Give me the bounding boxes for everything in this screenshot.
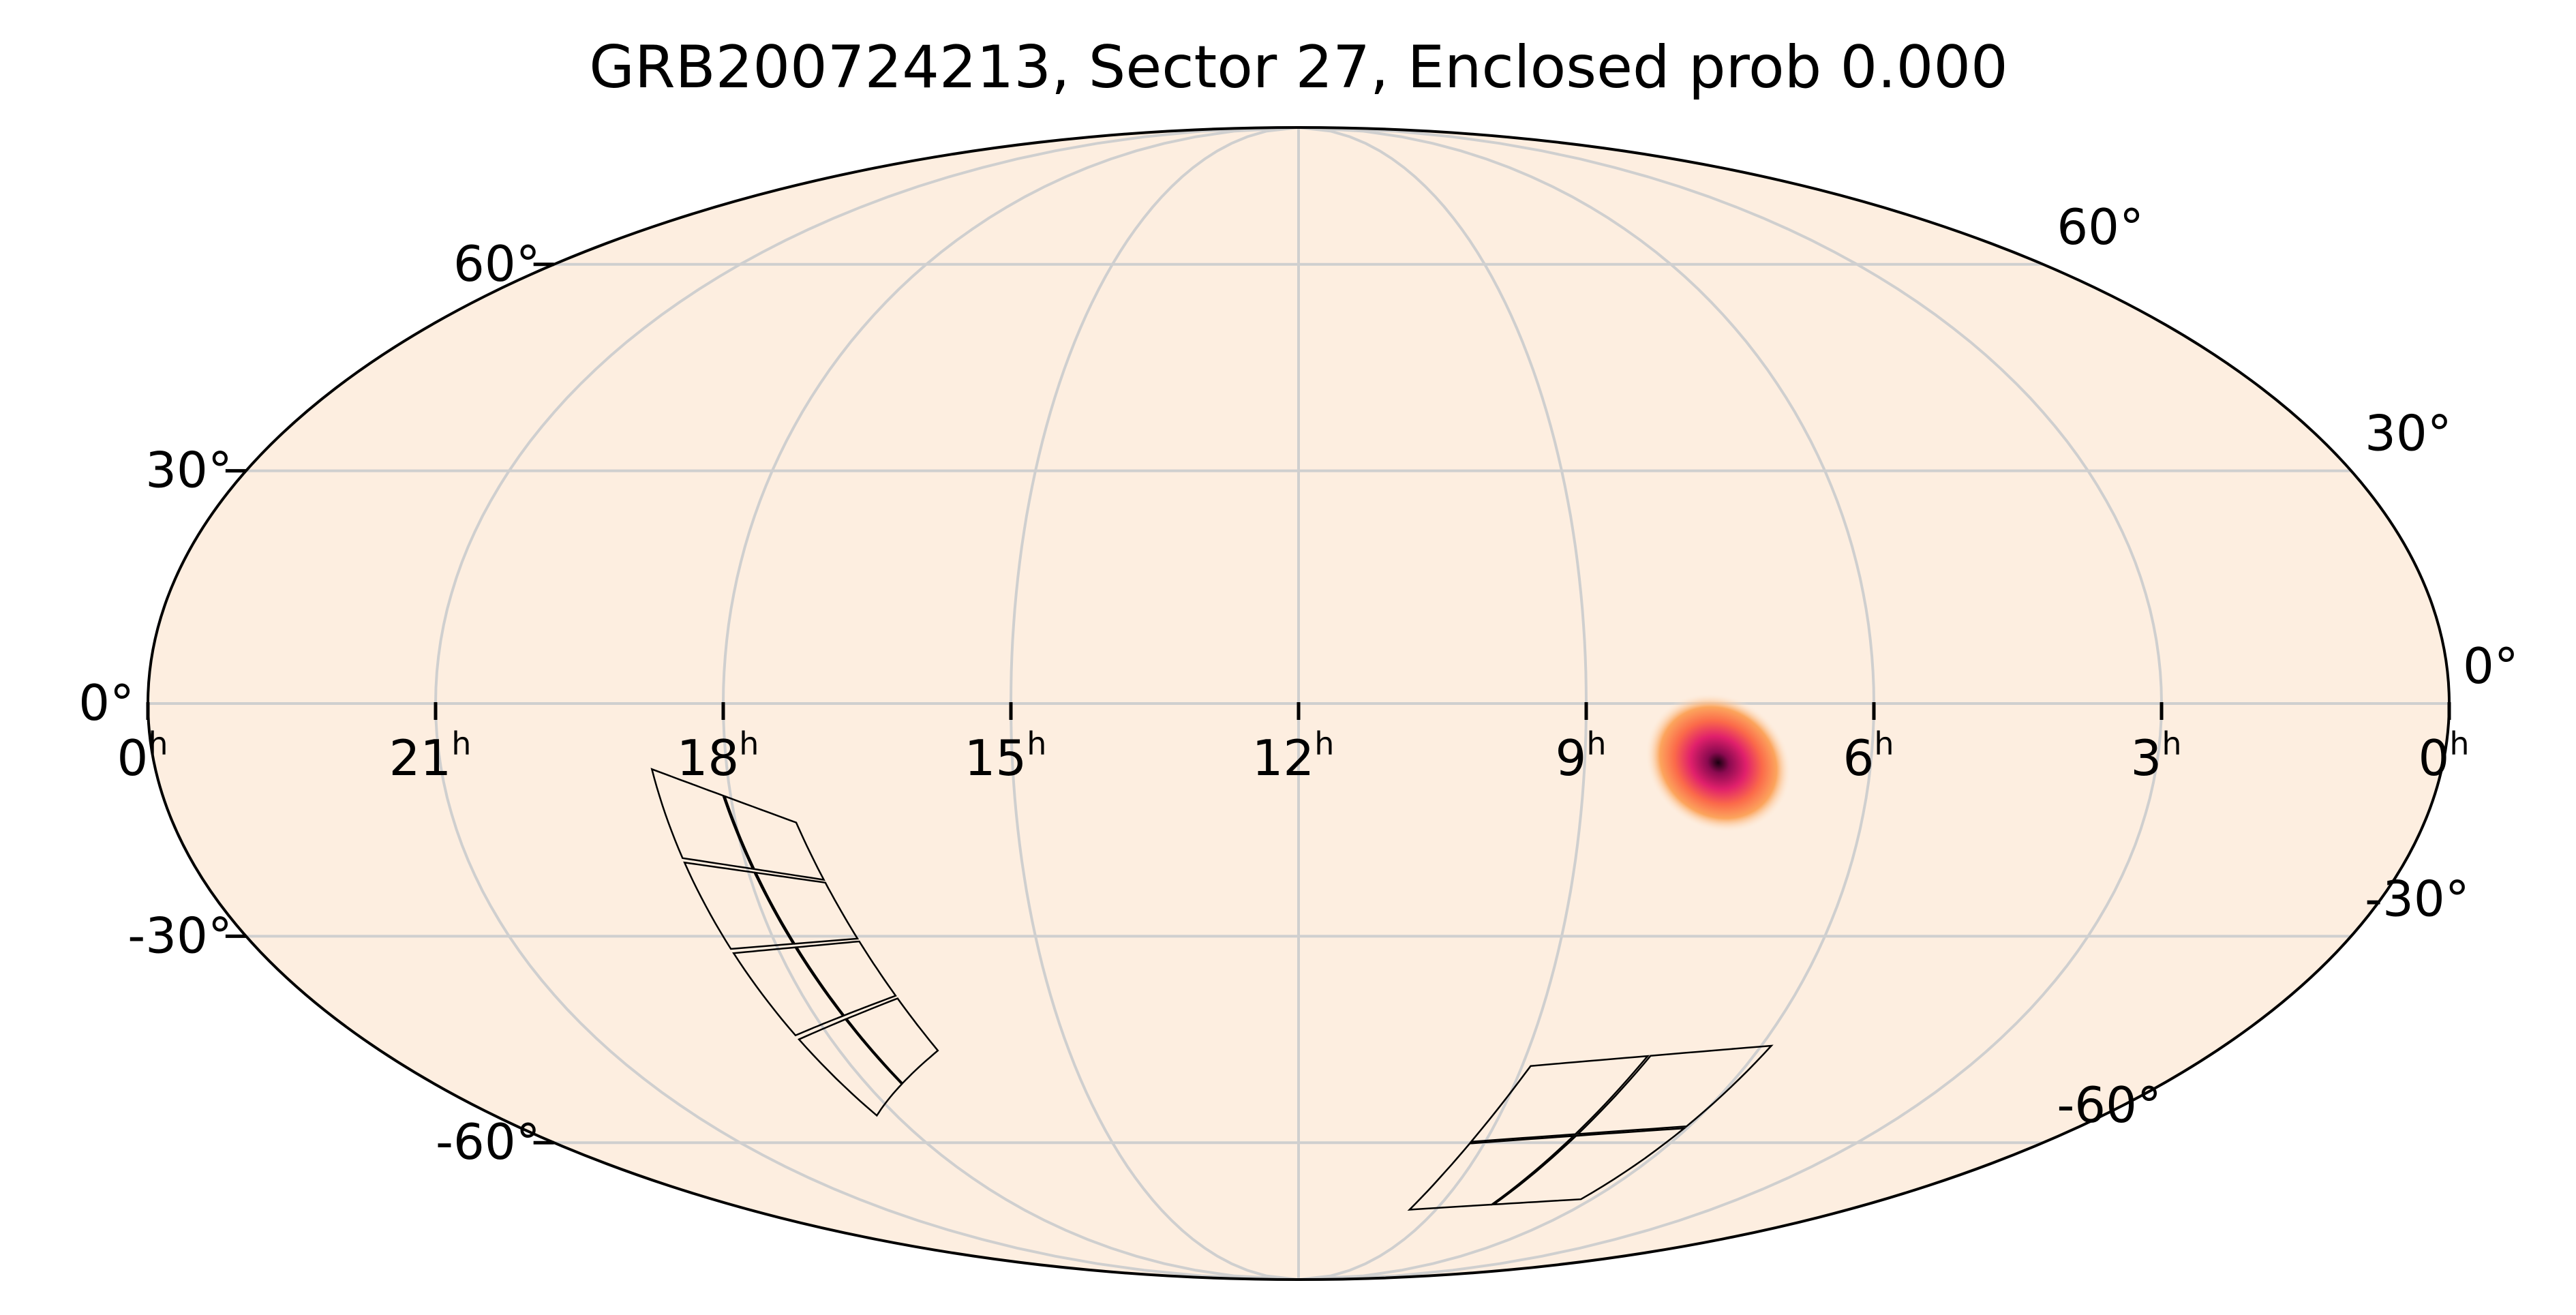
ccd-outline xyxy=(754,871,860,945)
ccd-outline xyxy=(650,768,755,871)
ra-label-unit: h xyxy=(148,725,168,762)
ra-label-value: 0 xyxy=(2419,729,2450,787)
ra-label-ra-0h-right: 0h xyxy=(2419,725,2470,787)
tess-footprints xyxy=(650,768,1774,1211)
ccd-outline xyxy=(1407,1134,1576,1211)
ra-label-unit: h xyxy=(2162,725,2181,762)
ra-label-ra-9h: 9h xyxy=(1556,725,1607,787)
ccd-outline xyxy=(732,946,845,1037)
ccd-outline xyxy=(845,997,939,1085)
ra-label-unit: h xyxy=(2449,725,2469,762)
dec-label-left: 0° xyxy=(78,674,134,731)
ra-label-unit: h xyxy=(1027,725,1046,762)
ccd-outline xyxy=(1469,1055,1650,1143)
grb-probability-blob xyxy=(1645,693,1791,832)
dec-label-left: 60° xyxy=(453,235,541,292)
ra-label-value: 9 xyxy=(1556,729,1587,787)
axis-labels: 0h 21h 18h 15h 12h 9h 6h 3h 0h60°30°0°-30°-60°60… xyxy=(78,198,2519,1170)
dec-label-left: -60° xyxy=(436,1113,541,1170)
ccd-outline xyxy=(683,861,795,950)
grb-localization-layer xyxy=(1645,693,1791,832)
ra-label-value: 6 xyxy=(1843,729,1875,787)
dec-label-right: 30° xyxy=(2365,405,2452,462)
camera-footprint-a xyxy=(650,768,939,1117)
ccd-outline xyxy=(1491,1127,1687,1206)
ra-label-value: 0 xyxy=(117,729,149,787)
ra-label-ra-18h: 18h xyxy=(677,725,759,787)
dec-label-right: 60° xyxy=(2057,198,2144,256)
ra-label-ra-3h: 3h xyxy=(2131,725,2182,787)
ra-label-value: 21 xyxy=(389,729,452,787)
ccd-outline xyxy=(795,940,897,1017)
axis-ticks xyxy=(146,262,2451,1145)
dec-label-right: -60° xyxy=(2057,1076,2162,1134)
ccd-outline xyxy=(1575,1044,1774,1135)
ccd-outline xyxy=(798,1018,903,1117)
ra-label-unit: h xyxy=(1874,725,1894,762)
ra-label-value: 3 xyxy=(2131,729,2162,787)
dec-label-right: -30° xyxy=(2365,870,2470,927)
dec-label-left: 30° xyxy=(145,442,232,499)
dec-label-right: 0° xyxy=(2463,637,2519,695)
ra-label-ra-21h: 21h xyxy=(389,725,472,787)
camera-footprint-b xyxy=(1407,1044,1774,1211)
ra-label-unit: h xyxy=(739,725,759,762)
ra-label-unit: h xyxy=(451,725,471,762)
ra-label-value: 12 xyxy=(1252,729,1315,787)
ra-label-unit: h xyxy=(1314,725,1334,762)
ccd-outline xyxy=(723,795,825,881)
dec-label-left: -30° xyxy=(127,907,232,964)
ra-label-ra-15h: 15h xyxy=(965,725,1047,787)
ra-label-ra-12h: 12h xyxy=(1252,725,1335,787)
ra-label-ra-6h: 6h xyxy=(1843,725,1894,787)
ra-label-value: 18 xyxy=(677,729,740,787)
map-title: GRB200724213, Sector 27, Enclosed prob 0… xyxy=(589,33,2008,102)
ra-label-unit: h xyxy=(1586,725,1606,762)
ra-label-ra-0h-left: 0h xyxy=(117,725,168,787)
ra-label-value: 15 xyxy=(965,729,1027,787)
